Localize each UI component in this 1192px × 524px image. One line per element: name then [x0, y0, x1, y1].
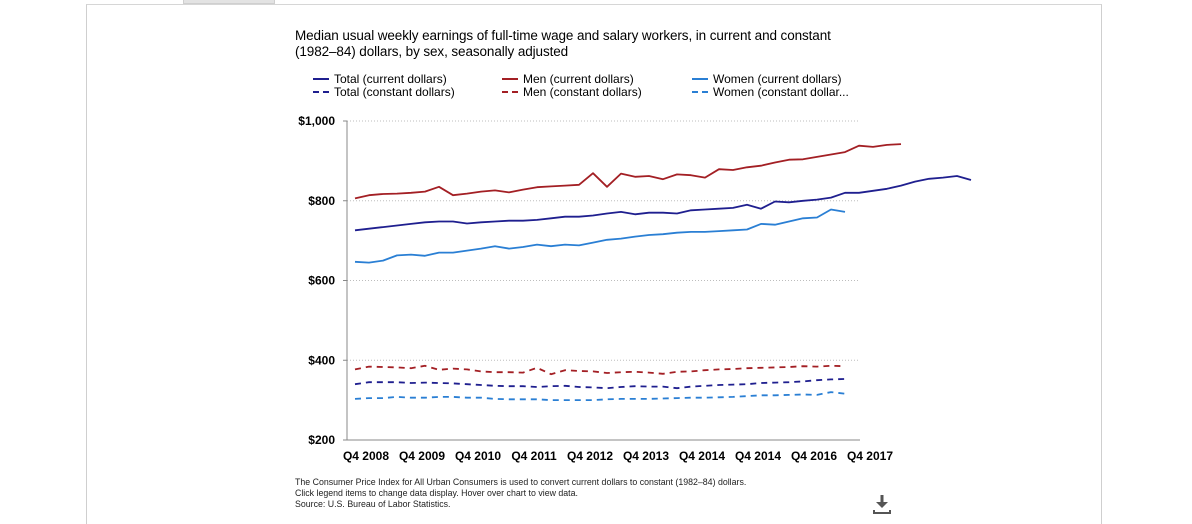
download-icon[interactable]	[872, 493, 892, 515]
series-line-women-constant-dollars[interactable]	[354, 391, 846, 402]
legend-label: Women (constant dollar...	[713, 85, 849, 99]
legend-label: Men (current dollars)	[523, 72, 634, 86]
legend-swatch	[692, 90, 708, 93]
note-cpi: The Consumer Price Index for All Urban C…	[295, 477, 747, 487]
chart-notes: The Consumer Price Index for All Urban C…	[295, 477, 746, 510]
y-tick-label: $200	[308, 433, 335, 447]
x-tick-label: Q4 2009	[399, 449, 445, 463]
legend-swatch	[502, 90, 518, 93]
legend-label: Total (current dollars)	[334, 72, 447, 86]
series-line-women-current-dollars[interactable]	[354, 208, 846, 264]
x-tick-label: Q4 2010	[455, 449, 501, 463]
series-line-total-constant-dollars[interactable]	[354, 378, 846, 390]
legend-item-men-constant[interactable]: Men (constant dollars)	[502, 86, 642, 99]
series-line-total-current-dollars[interactable]	[354, 175, 972, 232]
legend-label: Total (constant dollars)	[334, 85, 455, 99]
x-tick-label: Q4 2014	[679, 449, 725, 463]
y-tick-labels: $1,000 $800 $600 $400 $200	[298, 114, 335, 447]
chart-panel	[86, 4, 1102, 524]
note-source: Source: U.S. Bureau of Labor Statistics.	[295, 499, 451, 509]
axis-layer	[343, 120, 860, 441]
legend-item-total-current[interactable]: Total (current dollars)	[313, 73, 447, 86]
note-instructions: Click legend items to change data displa…	[295, 488, 578, 498]
legend-label: Women (current dollars)	[713, 72, 842, 86]
y-tick-label: $400	[308, 353, 335, 367]
x-tick-label: Q4 2011	[511, 449, 557, 463]
legend-item-women-constant[interactable]: Women (constant dollar...	[692, 86, 849, 99]
x-tick-labels: Q4 2008 Q4 2009 Q4 2010 Q4 2011 Q4 2012 Q4 20…	[343, 449, 893, 463]
x-tick-label: Q4 2008	[343, 449, 389, 463]
legend-swatch	[313, 77, 329, 80]
x-tick-label: Q4 2014	[735, 449, 781, 463]
series-line-men-current-dollars[interactable]	[354, 143, 902, 200]
series-line-men-constant-dollars[interactable]	[354, 364, 846, 376]
legend-swatch	[692, 77, 708, 80]
download-icon-glyph	[873, 495, 891, 514]
x-tick-label: Q4 2017	[847, 449, 893, 463]
legend-label: Men (constant dollars)	[523, 85, 642, 99]
y-tick-label: $600	[308, 274, 335, 288]
x-tick-label: Q4 2013	[623, 449, 669, 463]
y-tick-label: $1,000	[298, 114, 335, 128]
legend-swatch	[502, 77, 518, 80]
x-tick-label: Q4 2012	[567, 449, 613, 463]
series-layer[interactable]	[354, 143, 972, 402]
y-tick-label: $800	[308, 194, 335, 208]
panel-tab[interactable]	[183, 0, 275, 4]
chart-title: Median usual weekly earnings of full-tim…	[295, 28, 831, 59]
legend-item-women-current[interactable]: Women (current dollars)	[692, 73, 841, 86]
legend-item-men-current[interactable]: Men (current dollars)	[502, 73, 634, 86]
legend-item-total-constant[interactable]: Total (constant dollars)	[313, 86, 455, 99]
x-tick-label: Q4 2016	[791, 449, 837, 463]
legend-swatch	[313, 90, 329, 93]
